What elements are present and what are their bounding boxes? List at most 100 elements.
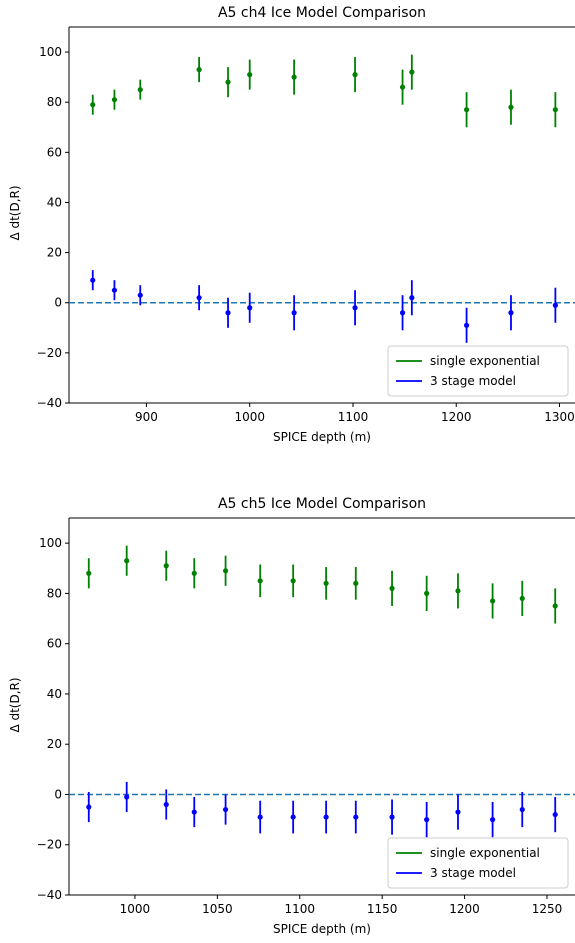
data-point	[409, 69, 415, 75]
data-point	[222, 806, 229, 813]
data-point	[323, 814, 329, 820]
chart-ch5: A5 ch5 Ice Model Comparison Δ dt(D,R) SP…	[8, 496, 575, 936]
data-point	[257, 814, 263, 820]
y-tick-label: −20	[37, 346, 62, 360]
data-point	[137, 87, 143, 93]
y-tick-label: 80	[47, 95, 62, 109]
data-point	[508, 310, 514, 316]
data-point	[463, 107, 470, 113]
x-tick-label: 1050	[202, 902, 233, 916]
data-point	[290, 814, 296, 820]
data-point	[508, 104, 514, 110]
y-tick-label: −40	[37, 888, 62, 902]
legend-label: single exponential	[430, 846, 540, 860]
data-point	[409, 295, 415, 301]
data-point	[552, 107, 558, 113]
data-point	[225, 79, 231, 85]
y-axis-label: Δ dt(D,R)	[8, 185, 22, 240]
y-tick-label: 20	[47, 737, 62, 751]
x-tick-label: 1100	[338, 410, 369, 424]
legend-label: 3 stage model	[430, 374, 516, 388]
y-tick-label: −20	[37, 838, 62, 852]
data-point	[424, 590, 430, 597]
data-point	[111, 97, 118, 103]
data-point	[424, 817, 430, 823]
y-tick-label: 20	[47, 246, 62, 260]
x-tick-label: 1200	[449, 902, 480, 916]
legend-box	[387, 837, 569, 889]
y-tick-label: 60	[47, 637, 62, 651]
x-tick-label: 1200	[441, 410, 472, 424]
data-point	[90, 277, 96, 283]
data-point	[455, 588, 461, 594]
legend-box	[387, 345, 569, 397]
y-tick-label: 40	[47, 195, 62, 209]
y-axis-label: Δ dt(D,R)	[8, 677, 22, 732]
y-tick-label: 60	[47, 145, 62, 159]
data-point	[291, 310, 297, 316]
y-tick-label: 0	[54, 296, 62, 310]
data-point	[552, 603, 558, 609]
data-point	[399, 310, 406, 316]
legend-label: 3 stage model	[430, 866, 516, 880]
x-tick-label: 900	[135, 410, 158, 424]
chart-ch4: A5 ch4 Ice Model Comparison Δ dt(D,R) SP…	[8, 5, 575, 444]
y-tick-label: 100	[39, 45, 62, 59]
x-axis-label: SPICE depth (m)	[273, 922, 371, 936]
data-point	[489, 598, 496, 604]
data-point	[111, 287, 118, 293]
data-point	[90, 102, 96, 108]
data-point	[519, 595, 525, 602]
data-point	[86, 804, 92, 810]
y-tick-label: −40	[37, 396, 62, 410]
data-point	[399, 84, 406, 90]
data-point	[323, 580, 329, 586]
x-tick-label: 1000	[234, 410, 265, 424]
data-point	[191, 570, 197, 576]
x-tick-label: 1300	[544, 410, 575, 424]
data-point	[196, 295, 202, 301]
data-point	[353, 814, 359, 820]
data-point	[191, 809, 197, 815]
data-point	[552, 302, 558, 308]
y-tick-label: 0	[54, 787, 62, 801]
chart-title: A5 ch5 Ice Model Comparison	[218, 496, 426, 512]
data-point	[247, 72, 253, 78]
data-point	[124, 558, 130, 564]
data-point	[257, 578, 263, 584]
data-point	[196, 67, 202, 73]
x-tick-label: 1150	[367, 902, 398, 916]
data-point	[463, 322, 470, 328]
x-axis-label: SPICE depth (m)	[273, 430, 371, 444]
y-tick-label: 40	[47, 687, 62, 701]
x-tick-label: 1250	[532, 902, 563, 916]
data-point	[291, 74, 297, 80]
data-point	[225, 310, 231, 316]
data-point	[163, 801, 169, 808]
data-point	[163, 563, 169, 569]
data-point	[290, 578, 296, 584]
x-tick-label: 1100	[284, 902, 315, 916]
legend-label: single exponential	[430, 354, 540, 368]
plot-area: −40 −20 0 20 40 60 80 100 900 1000 1100 1200 1300 sin…	[37, 26, 575, 424]
data-point	[352, 72, 358, 78]
plot-area: −40 −20 0 20 40 60 80 100 1000 1050 1100 1150 1200 12…	[37, 517, 575, 916]
data-point	[552, 811, 558, 818]
data-point	[222, 568, 229, 574]
data-point	[519, 806, 525, 813]
y-tick-label: 80	[47, 586, 62, 600]
data-point	[489, 817, 496, 823]
x-tick-label: 1000	[120, 902, 151, 916]
data-point	[389, 814, 395, 820]
data-point	[455, 809, 461, 815]
data-point	[389, 585, 395, 591]
data-point	[352, 305, 358, 311]
chart-title: A5 ch4 Ice Model Comparison	[218, 5, 426, 21]
data-point	[124, 794, 130, 800]
data-point	[86, 570, 92, 576]
data-point	[247, 305, 253, 311]
data-point	[353, 580, 359, 586]
y-tick-label: 100	[39, 536, 62, 550]
data-point	[137, 292, 143, 298]
